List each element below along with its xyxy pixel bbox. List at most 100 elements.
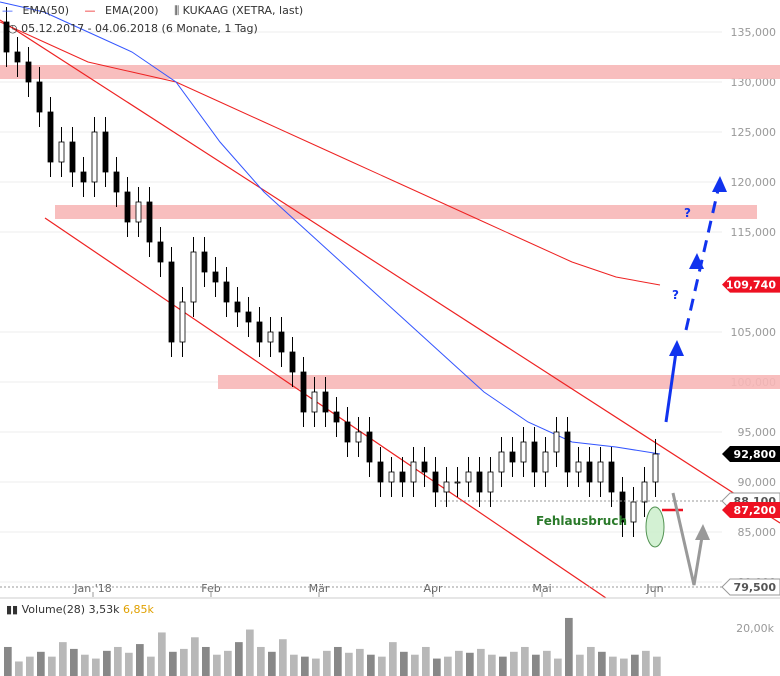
volume-value-1: 3,53k	[88, 603, 120, 616]
volume-bar	[257, 646, 265, 676]
ema200-line	[0, 21, 661, 286]
price-label-box	[722, 446, 780, 462]
x-tick-label: Feb	[201, 582, 220, 595]
volume-bar	[81, 654, 89, 676]
volume-label: Volume(28)	[21, 603, 86, 616]
candle-body	[113, 171, 120, 193]
y-tick-label: 85,000	[738, 526, 777, 539]
candle-body	[432, 471, 439, 493]
candle-body	[47, 111, 54, 163]
question-mark-2: ?	[684, 206, 691, 220]
candle-body	[487, 471, 494, 493]
candle-body	[36, 81, 43, 113]
price-label-box	[722, 276, 780, 293]
candle-body	[498, 451, 505, 473]
candle-body	[223, 281, 230, 303]
candle-body	[311, 391, 318, 413]
y-tick-label: 105,000	[731, 326, 777, 339]
ema200-label: EMA(200)	[105, 4, 159, 17]
candle-body	[278, 331, 285, 353]
candle-body	[619, 491, 626, 523]
volume-bar	[114, 646, 122, 676]
volume-bar	[202, 646, 210, 676]
candle-body	[25, 61, 32, 83]
volume-bar	[587, 646, 595, 676]
resistance-zone	[55, 205, 757, 219]
volume-legend: ▮▮ Volume(28) 3,53k 6,85k	[6, 603, 154, 616]
volume-bar	[455, 650, 463, 676]
volume-bar	[290, 654, 298, 676]
candle-body	[146, 201, 153, 243]
volume-bar	[312, 658, 320, 676]
candle-body	[564, 431, 571, 473]
volume-bar	[224, 650, 232, 676]
candle-body	[212, 271, 219, 283]
arrow-head	[689, 253, 704, 269]
volume-bar	[510, 651, 518, 676]
candle-body	[333, 411, 340, 423]
channel-upper-line	[0, 19, 780, 524]
candle-body	[267, 331, 274, 343]
question-mark-1: ?	[672, 288, 679, 302]
candle-body	[586, 461, 593, 483]
volume-bar	[466, 652, 474, 676]
candle-body	[256, 321, 263, 343]
candle-body	[608, 461, 615, 493]
volume-bar	[422, 646, 430, 676]
candle-body	[575, 461, 582, 473]
candle-body	[102, 131, 109, 173]
price-label: 87,200	[734, 504, 777, 517]
arrow-up-dashed	[684, 189, 720, 331]
candle-body	[289, 351, 296, 373]
volume-bar	[356, 648, 364, 676]
candle-body	[630, 501, 637, 523]
volume-bar	[301, 656, 309, 676]
arrow-head	[695, 524, 710, 540]
volume-bar	[642, 650, 650, 676]
candle-body	[80, 171, 87, 183]
volume-axis-tick: 20,00k	[736, 622, 774, 635]
volume-bar	[191, 637, 199, 676]
volume-bar	[576, 654, 584, 676]
candle-body	[476, 471, 483, 493]
period-label: (6 Monate, 1 Tag)	[161, 22, 258, 35]
volume-bar	[213, 654, 221, 676]
candle-body	[531, 441, 538, 473]
x-tick-label: Mär	[309, 582, 330, 595]
volume-bar	[653, 656, 661, 676]
y-tick-label: 135,000	[731, 26, 777, 39]
volume-bar	[411, 654, 419, 676]
volume-bar	[444, 656, 452, 676]
ema50-legend[interactable]: — EMA(50)	[2, 4, 70, 17]
chart-legend: — EMA(50) — EMA(200) ⫼ KUKAAG (XETRA, la…	[2, 4, 315, 18]
volume-bar	[609, 656, 617, 676]
candle-body	[377, 461, 384, 483]
candle-body	[300, 371, 307, 413]
volume-bar	[488, 654, 496, 676]
candle-body	[366, 431, 373, 463]
volume-bar	[37, 651, 45, 676]
candle-body	[168, 261, 175, 343]
price-label-box	[721, 578, 780, 596]
volume-bar	[521, 646, 529, 676]
candle-body	[201, 251, 208, 273]
candle-body	[454, 481, 461, 484]
volume-bar	[323, 650, 331, 676]
price-label: 79,500	[734, 581, 777, 594]
ema200-legend[interactable]: — EMA(200)	[84, 4, 159, 17]
candle-body	[14, 51, 21, 63]
arrow-head	[669, 340, 684, 356]
x-tick-label: Mai	[532, 582, 551, 595]
candle-body	[465, 471, 472, 483]
candle-body	[157, 241, 164, 263]
ema50-line	[0, 1, 661, 455]
volume-bar	[367, 654, 375, 676]
price-label: 109,740	[726, 279, 776, 292]
candle-body	[91, 131, 98, 183]
candle-body	[597, 461, 604, 483]
volume-bar	[59, 642, 67, 676]
x-tick-label: Apr	[423, 582, 443, 595]
volume-bar	[92, 658, 100, 676]
candle-body	[399, 471, 406, 483]
